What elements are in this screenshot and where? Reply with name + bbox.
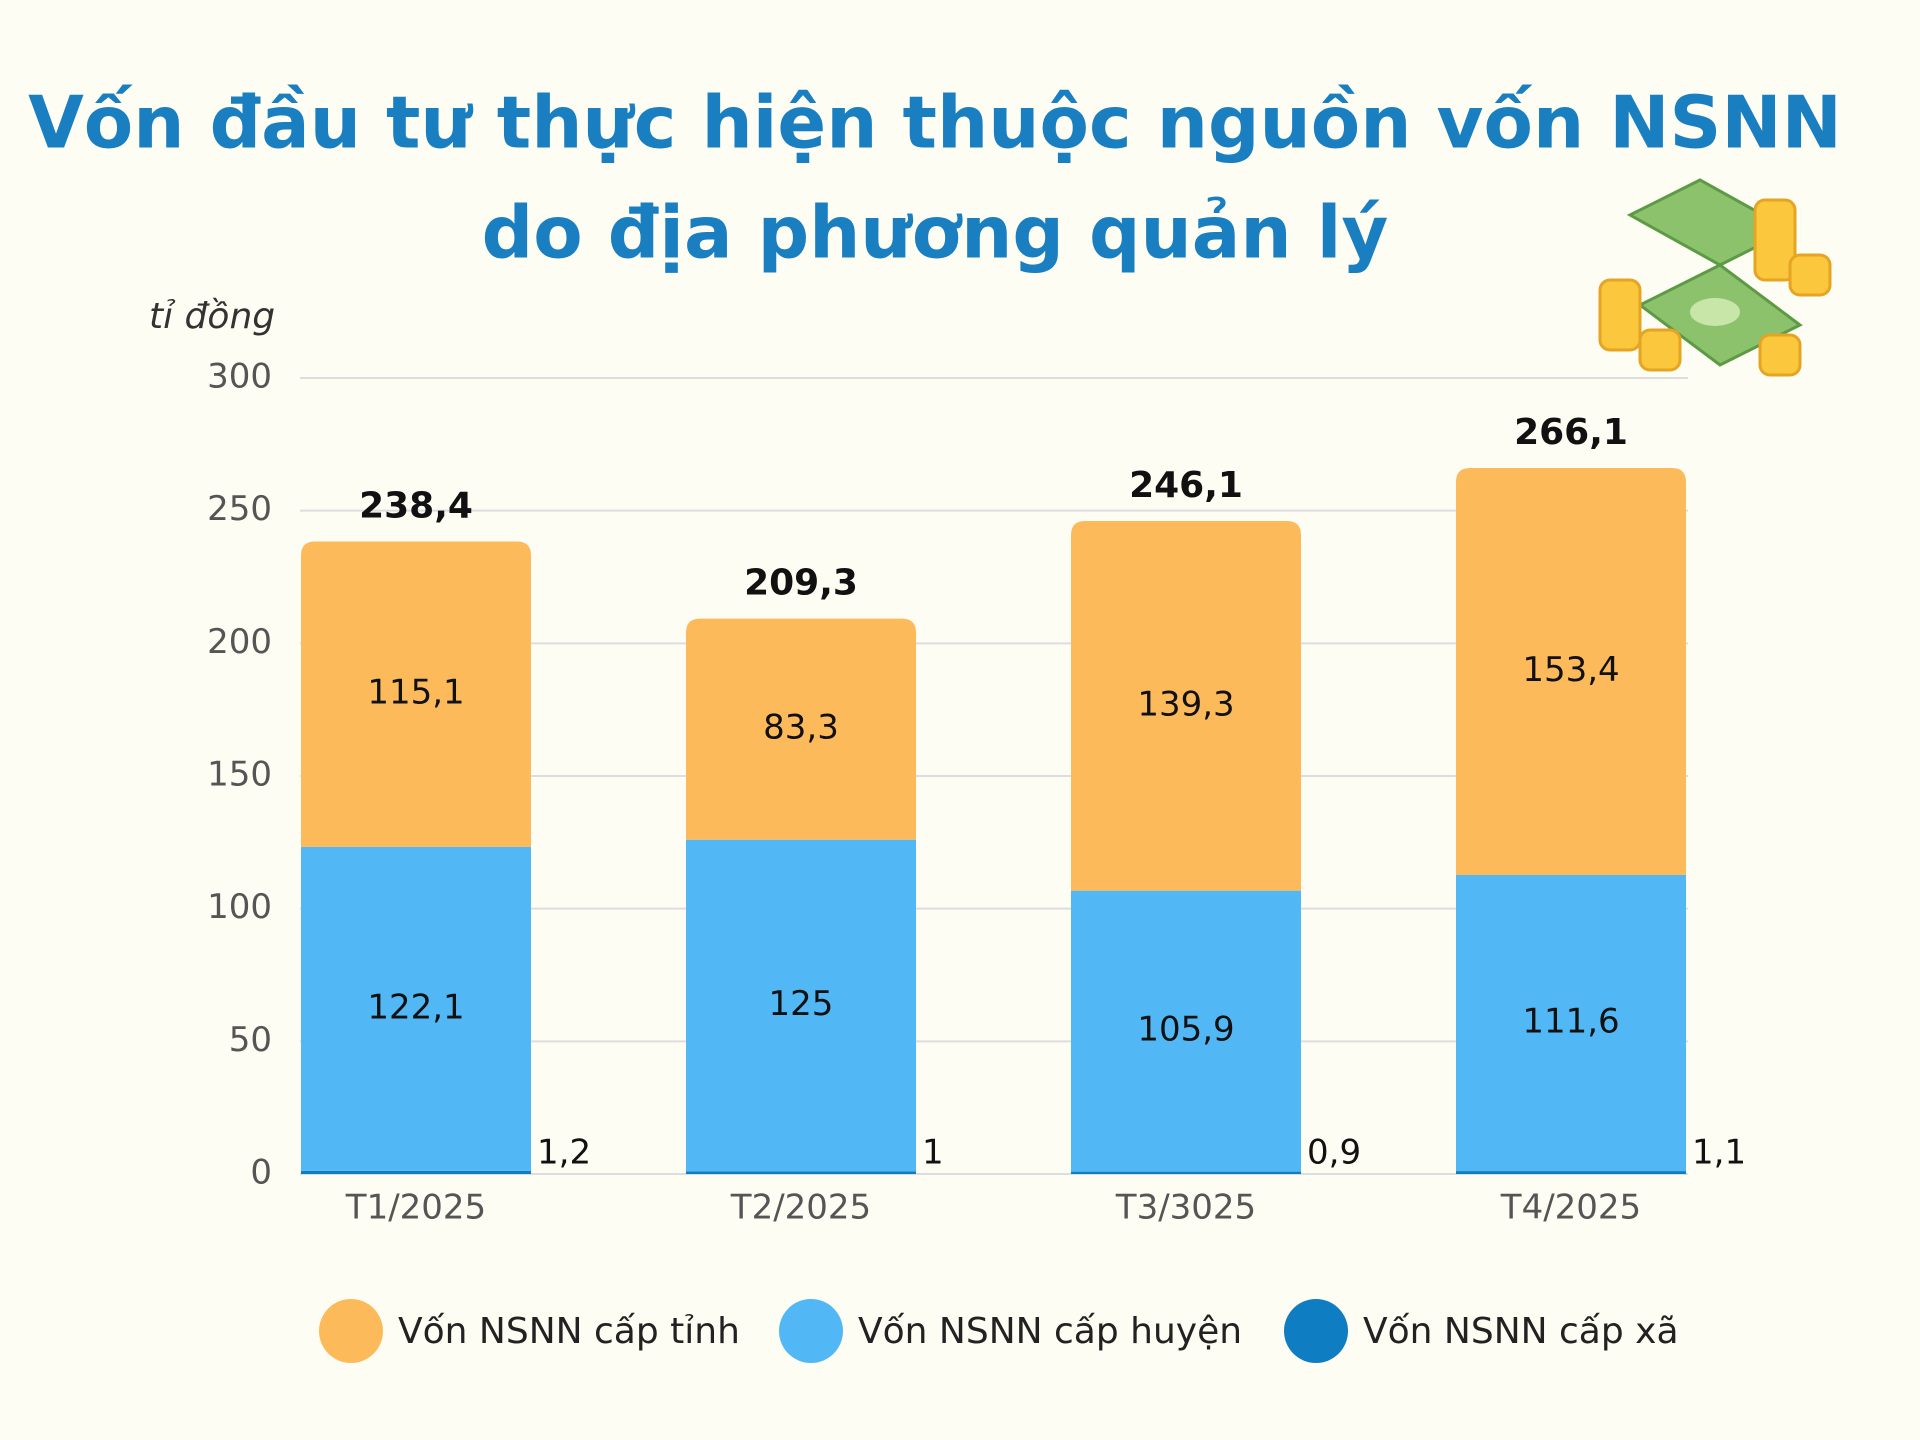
y-tick-label: 50 <box>229 1020 272 1060</box>
data-label: 1,1 <box>1692 1133 1746 1173</box>
y-axis-label: tỉ đồng <box>149 296 275 337</box>
chart-title: do địa phương quản lý <box>482 191 1389 275</box>
y-tick-label: 150 <box>207 755 272 795</box>
data-label: 111,6 <box>1522 1002 1619 1042</box>
legend-swatch <box>319 1299 383 1363</box>
y-tick-label: 200 <box>207 622 272 662</box>
money-icon <box>1598 178 1832 377</box>
chart-title: Vốn đầu tư thực hiện thuộc nguồn vốn NSN… <box>28 81 1842 165</box>
bar-segment <box>301 1170 531 1174</box>
data-label: 1,2 <box>537 1133 591 1173</box>
legend-label: Vốn NSNN cấp xã <box>1363 1311 1679 1352</box>
bar-segment <box>301 541 531 847</box>
bar-segment <box>1456 467 1686 875</box>
x-tick-label: T4/2025 <box>1500 1188 1641 1228</box>
data-label: 125 <box>769 984 834 1024</box>
bar-segment <box>301 846 531 1171</box>
y-tick-label: 250 <box>207 489 272 529</box>
data-label: 1 <box>922 1133 944 1173</box>
bar-segment <box>1456 1171 1686 1174</box>
legend-swatch <box>1284 1299 1348 1363</box>
total-label: 238,4 <box>359 485 473 526</box>
data-label: 83,3 <box>763 708 839 748</box>
x-tick-label: T1/2025 <box>345 1188 486 1228</box>
data-label: 139,3 <box>1137 684 1234 724</box>
data-label: 153,4 <box>1522 650 1619 690</box>
bar-segment <box>1071 890 1301 1172</box>
bar-segment <box>686 1171 916 1174</box>
legend-label: Vốn NSNN cấp tỉnh <box>398 1311 740 1352</box>
y-tick-label: 100 <box>207 887 272 927</box>
total-label: 209,3 <box>744 563 858 604</box>
total-label: 246,1 <box>1129 465 1243 506</box>
y-tick-label: 0 <box>250 1153 272 1193</box>
x-tick-label: T2/2025 <box>730 1188 871 1228</box>
data-label: 105,9 <box>1137 1010 1234 1050</box>
total-label: 266,1 <box>1514 412 1628 453</box>
bar-segment <box>686 618 916 840</box>
data-label: 115,1 <box>367 673 464 713</box>
x-tick-label: T3/3025 <box>1115 1188 1256 1228</box>
data-label: 122,1 <box>367 987 464 1027</box>
bar-segment <box>1071 521 1301 891</box>
data-label: 0,9 <box>1307 1133 1361 1173</box>
y-tick-label: 300 <box>207 357 272 397</box>
legend-label: Vốn NSNN cấp huyện <box>858 1311 1242 1352</box>
bar-segment <box>1071 1171 1301 1174</box>
bar-segment <box>686 839 916 1172</box>
legend-swatch <box>779 1299 843 1363</box>
bar-segment <box>1456 874 1686 1172</box>
